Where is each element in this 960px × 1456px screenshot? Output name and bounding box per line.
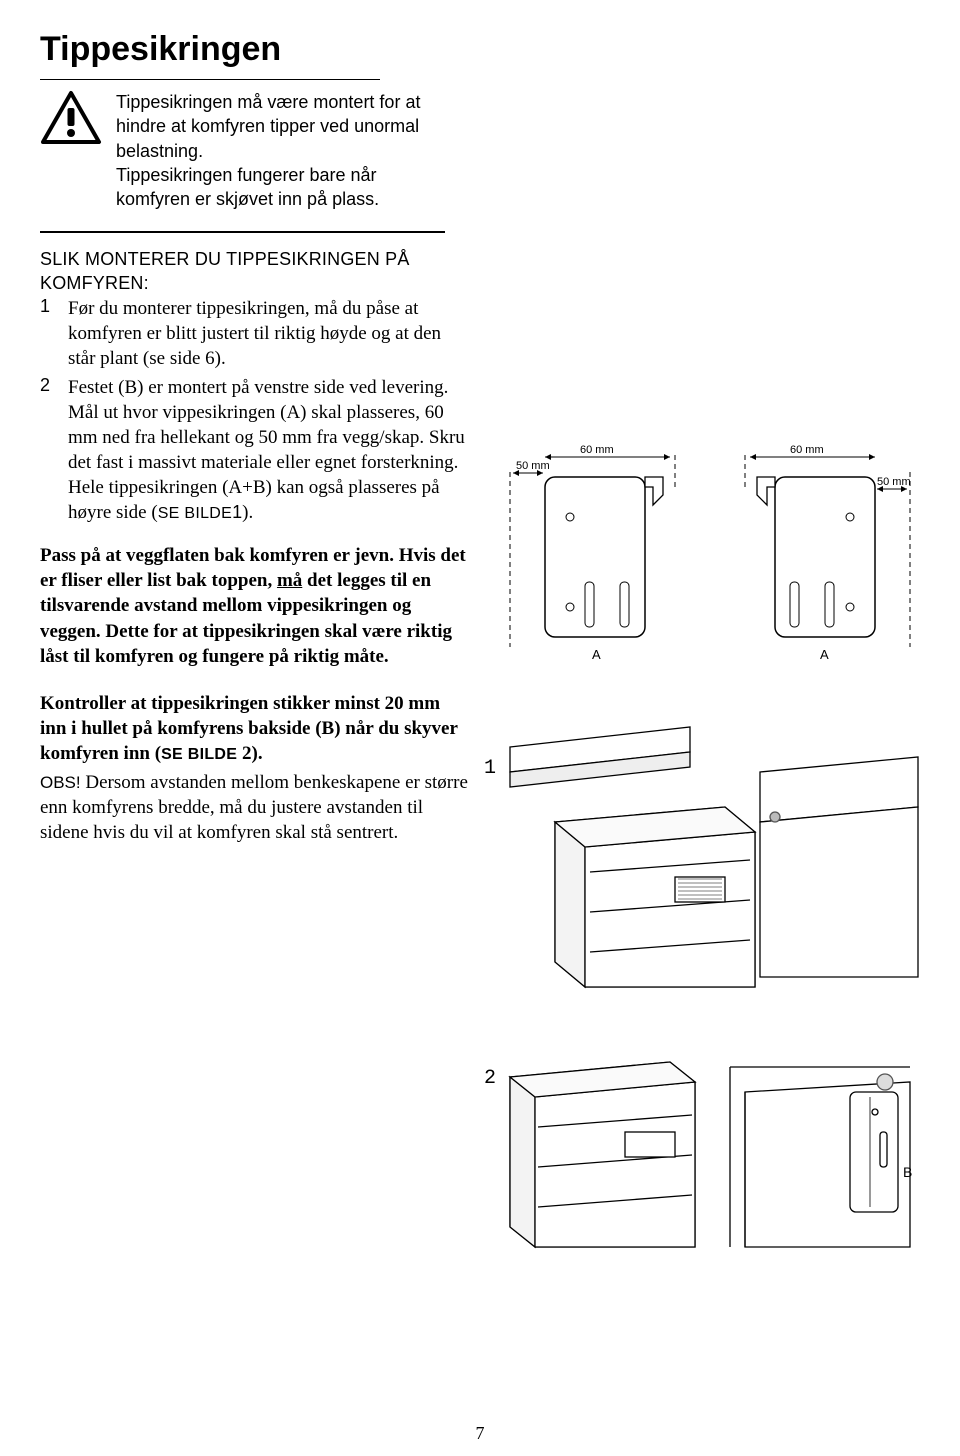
list-item: 2 Festet (B) er montert på venstre side … (40, 375, 470, 525)
see-image-num: 1 (232, 502, 242, 522)
p2-b: 2). (237, 743, 262, 764)
diagram-1 (500, 717, 920, 997)
figure-2-label: 2 (484, 1067, 496, 1090)
svg-text:B: B (903, 1164, 912, 1180)
dim-60: 60 mm (790, 444, 824, 456)
item-text: Før du monterer tippesikringen, må du på… (68, 296, 470, 371)
see-image-label: SE BILDE (161, 746, 237, 763)
bold-paragraph-1: Pass på at veggflaten bak komfyren er je… (40, 543, 470, 668)
label-a: A (820, 647, 829, 662)
heading-text: SLIK MONTERER DU TIPPESIKRINGEN PÅ KOMFY… (40, 249, 410, 293)
obs-label: OBS! (40, 773, 81, 792)
right-column: 60 mm 50 mm A (490, 247, 915, 845)
rule (40, 231, 445, 233)
diagram-2: B (500, 1037, 920, 1277)
obs-text: Dersom avstanden mellom benkeskap­ene er… (40, 772, 468, 843)
text-b: ). (242, 502, 253, 523)
warning-text: Tippesikringen må være montert for at hi… (116, 90, 445, 211)
section-heading: SLIK MONTERER DU TIPPESIKRINGEN PÅ KOMFY… (40, 247, 470, 296)
obs-paragraph: OBS! Dersom avstanden mellom benkeskap­e… (40, 770, 470, 845)
diagram-brackets: 60 mm 50 mm A (490, 437, 930, 667)
item-number: 1 (40, 296, 54, 371)
dim-50: 50 mm (516, 460, 550, 472)
numbered-list: 1 Før du monterer tippesikringen, må du … (40, 296, 470, 526)
p1-underline: må (277, 570, 302, 591)
warning-box: Tippesikringen må være montert for at hi… (40, 86, 445, 221)
bold-paragraph-2: Kontroller at tippesikringen stikker min… (40, 691, 470, 766)
dim-50: 50 mm (877, 476, 911, 488)
item-number: 2 (40, 375, 54, 525)
item-text: Festet (B) er montert på venstre side ve… (68, 375, 470, 525)
dim-60: 60 mm (580, 444, 614, 456)
heading-colon: : (144, 273, 149, 293)
figure-1-label: 1 (484, 757, 496, 780)
label-a: A (592, 647, 601, 662)
list-item: 1 Før du monterer tippesikringen, må du … (40, 296, 470, 371)
left-column: SLIK MONTERER DU TIPPESIKRINGEN PÅ KOMFY… (40, 247, 470, 845)
rule (40, 79, 380, 80)
warning-icon (40, 90, 102, 146)
text-a: Festet (B) er montert på venstre side ve… (68, 377, 465, 523)
page-number: 7 (476, 1423, 485, 1444)
see-image-label: SE BILDE (158, 505, 232, 522)
page-title: Tippesikringen (40, 30, 915, 69)
